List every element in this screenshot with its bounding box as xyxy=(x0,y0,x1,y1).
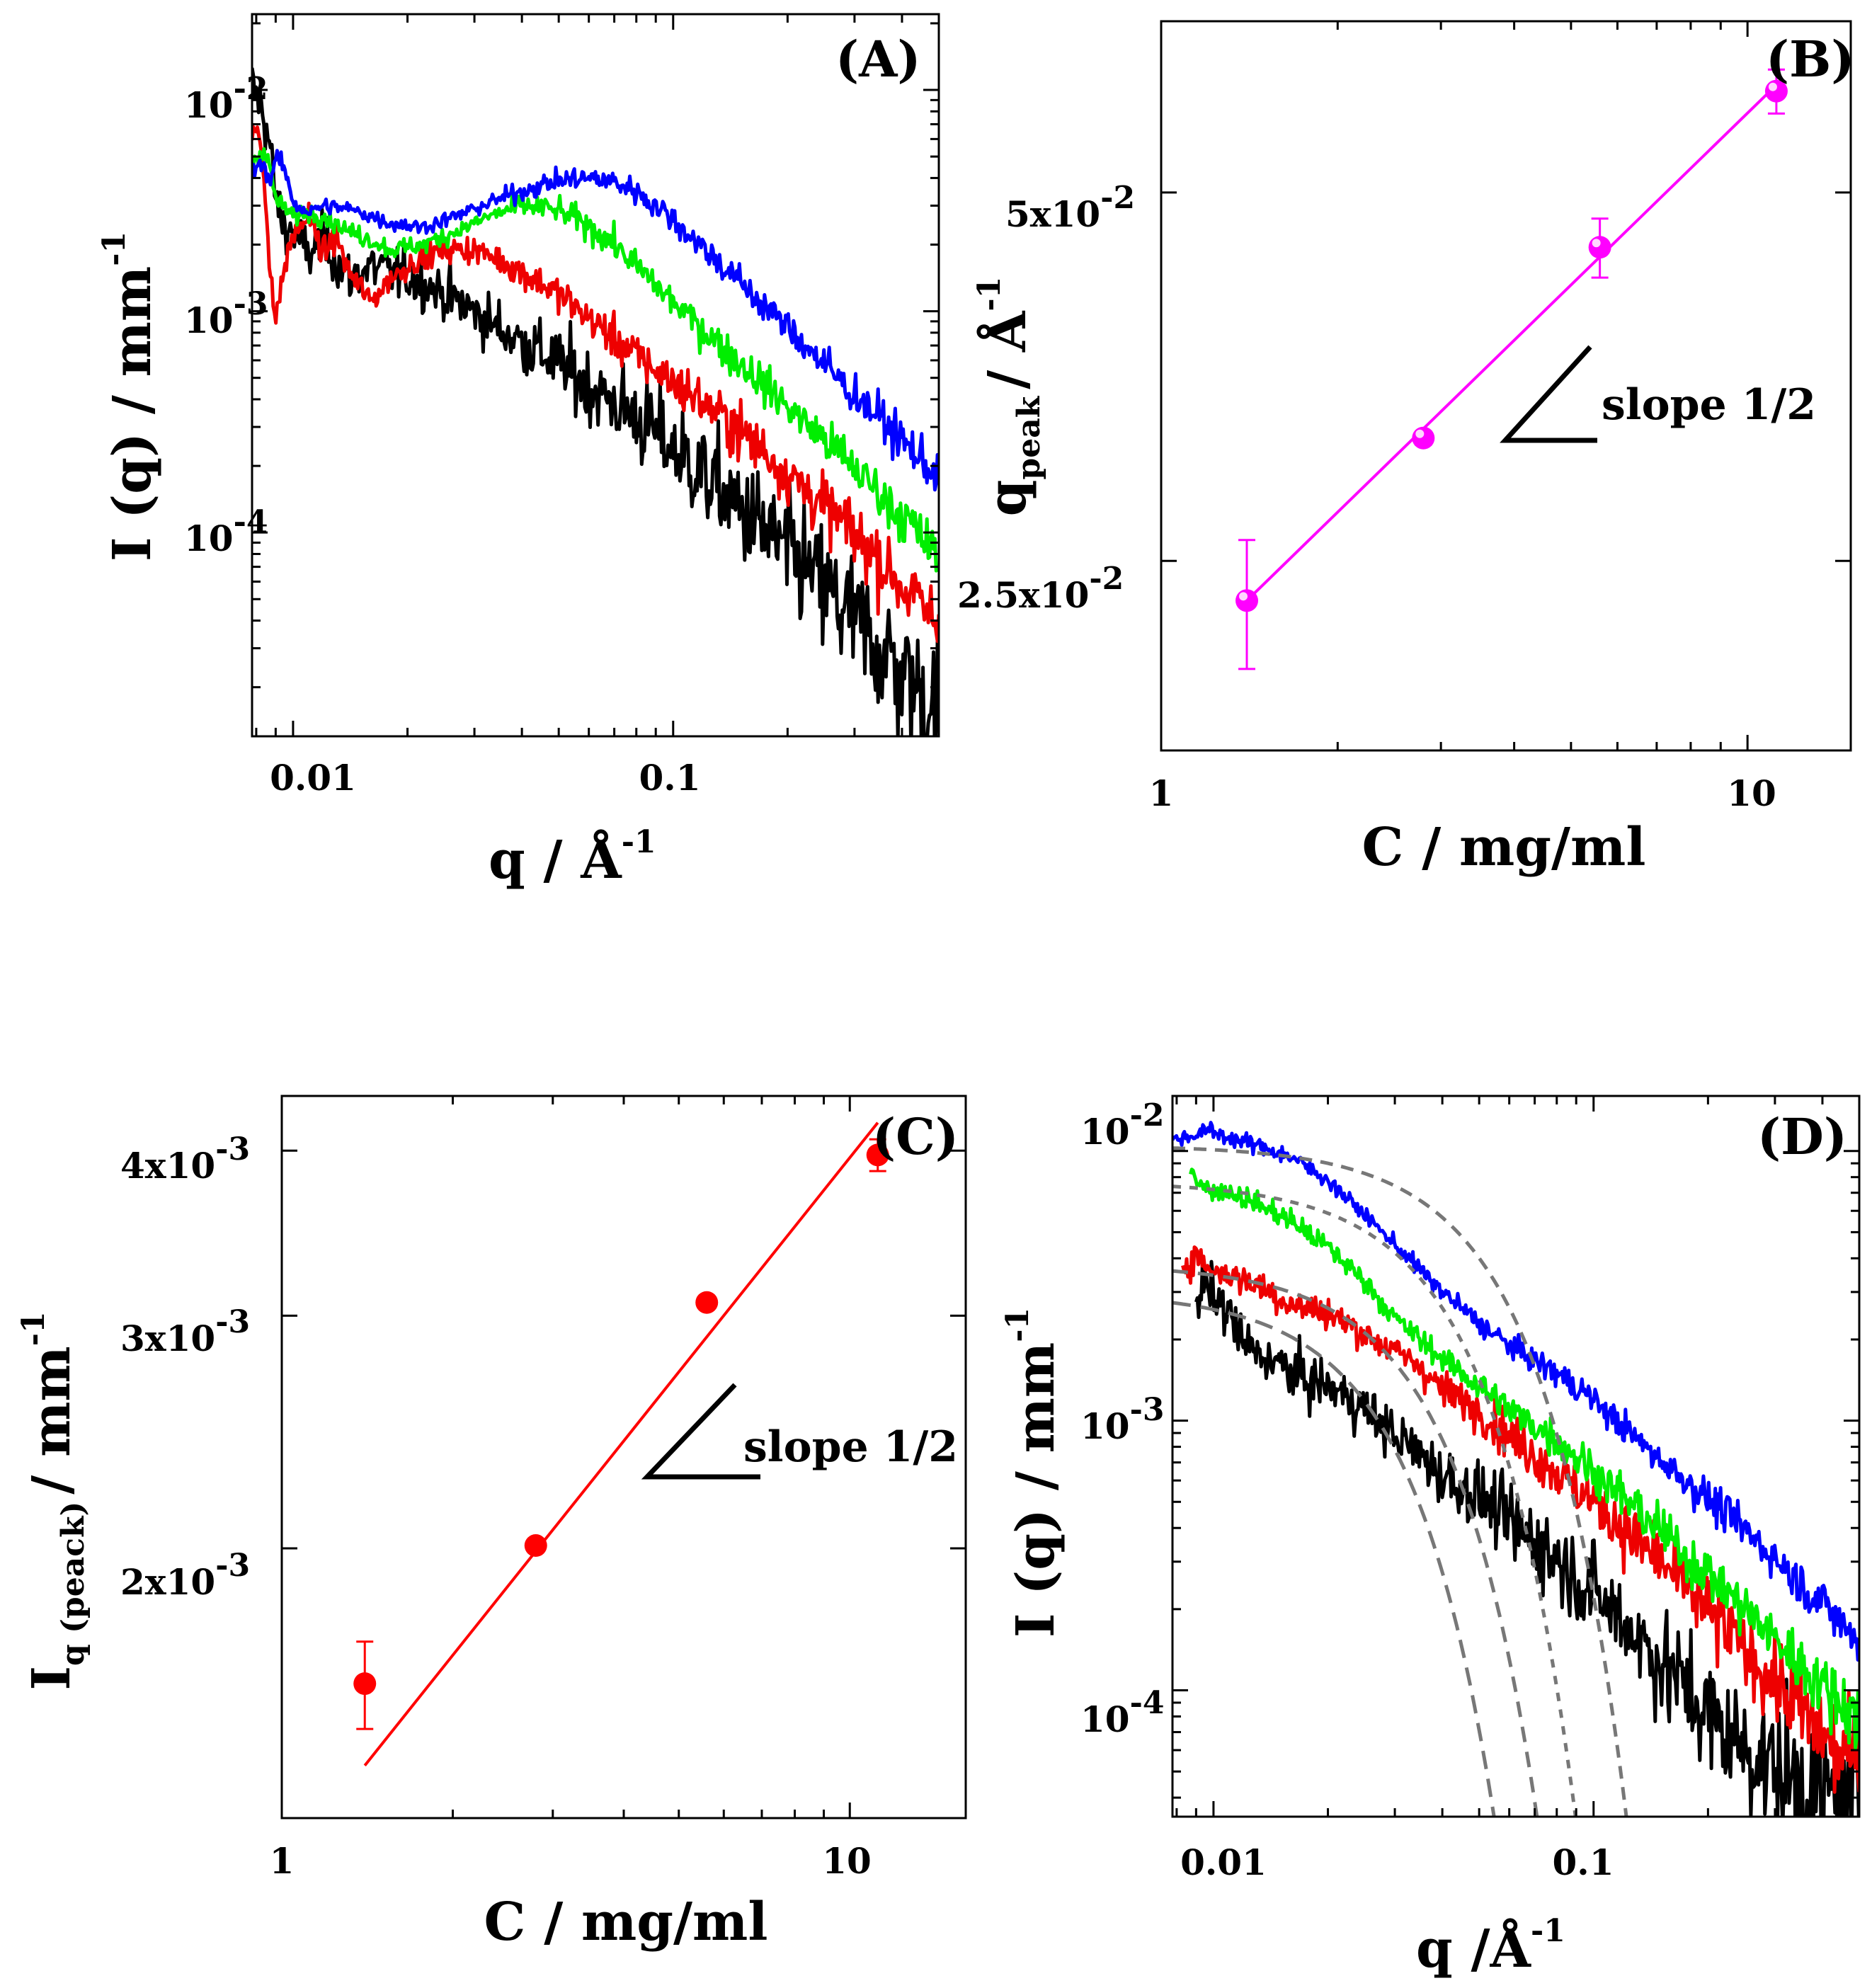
panel-a-xlabel: q / Å-1 xyxy=(489,824,656,891)
series-line-green xyxy=(252,147,939,573)
guinier-fit-line-3 xyxy=(1172,1301,1496,1817)
panel-c: (C) 1 10 4x10-3 3x10-3 2x10-3 C / mg/ml … xyxy=(16,1095,967,1953)
data-point-highlight xyxy=(1768,82,1777,91)
series-line-blue xyxy=(1172,1121,1859,1662)
panel-c-slope-marker xyxy=(641,1383,760,1480)
panel-b-xtick-label: 10 xyxy=(1727,772,1776,814)
data-point xyxy=(866,1143,889,1167)
data-point xyxy=(524,1534,547,1558)
series-line-red xyxy=(1181,1245,1859,1794)
panel-a-ylabel: I (q) / mm-1 xyxy=(96,232,163,561)
panel-a-ytick-label: 10-2 xyxy=(184,71,268,126)
panel-a-ytick-label: 10-4 xyxy=(184,504,268,559)
series-line-red xyxy=(252,125,939,644)
panel-b-ytick-label: 5x10-2 xyxy=(1005,180,1135,235)
fit-line xyxy=(1245,84,1778,602)
panel-b-ticks xyxy=(1160,21,1851,750)
panel-c-marks xyxy=(353,1121,889,1766)
panel-d-ytick-label: 10-3 xyxy=(1080,1392,1164,1447)
panel-c-ytick-label: 2x10-3 xyxy=(120,1548,250,1603)
panel-d-label: (D) xyxy=(1757,1107,1847,1166)
data-point xyxy=(1588,236,1611,259)
panel-c-ylabel: Iq (peack)/ mm-1 xyxy=(16,1311,91,1690)
panel-b-xlabel: C / mg/ml xyxy=(1362,817,1646,878)
panel-a-label: (A) xyxy=(835,30,921,88)
panel-d-xtick-label: 0.1 xyxy=(1553,1841,1614,1883)
panel-d-xtick-label: 0.01 xyxy=(1180,1841,1267,1883)
panel-b-xtick-label: 1 xyxy=(1149,772,1174,814)
series-line-blue xyxy=(252,149,939,492)
panel-a-xtick-label: 0.1 xyxy=(639,757,701,799)
panel-d-frame xyxy=(1171,1095,1861,1818)
data-point xyxy=(695,1291,719,1314)
panel-b-frame xyxy=(1160,20,1852,752)
series-line-green xyxy=(1189,1167,1859,1750)
panel-c-ticks xyxy=(280,1096,966,1818)
series-line-black xyxy=(252,67,939,736)
data-point-highlight xyxy=(1592,239,1601,248)
panel-a-ytick-label: 10-3 xyxy=(184,286,268,341)
fit-line xyxy=(363,1121,879,1766)
panel-c-xtick-label: 1 xyxy=(270,1840,295,1882)
panel-b: (B) 1 10 5x10-2 2.5x10-2 C / mg/ml qpeak… xyxy=(957,20,1854,878)
guinier-fit-line-1 xyxy=(1172,1184,1577,1817)
panel-d-ytick-label: 10-2 xyxy=(1080,1097,1164,1153)
panel-b-slope-marker xyxy=(1500,345,1597,443)
data-point xyxy=(1235,589,1259,612)
data-point-highlight xyxy=(1239,592,1248,601)
panel-a: (A) 0.01 0.1 10-2 10-3 10-4 q / Å-1 I (q… xyxy=(96,13,940,891)
panel-c-ytick-label: 3x10-3 xyxy=(120,1304,250,1359)
panel-d-ylabel: I (q) / mm-1 xyxy=(1000,1308,1066,1638)
panel-d-lines xyxy=(1172,1121,1859,1817)
data-point xyxy=(353,1672,377,1696)
panel-a-lines xyxy=(252,67,939,736)
panel-a-ticks xyxy=(252,14,940,736)
panel-c-xtick-label: 10 xyxy=(822,1840,872,1882)
panel-b-slope-annotation: slope 1/2 xyxy=(1602,380,1816,430)
panel-d-xlabel: q /Å-1 xyxy=(1416,1913,1565,1980)
panel-b-marks xyxy=(1235,68,1788,670)
panel-d-ticks xyxy=(1172,1096,1861,1817)
series-line-black xyxy=(1194,1259,1859,1817)
panel-c-slope-annotation: slope 1/2 xyxy=(743,1422,958,1472)
guinier-fit-line-0 xyxy=(1172,1146,1628,1817)
panel-b-ytick-label: 2.5x10-2 xyxy=(957,561,1124,616)
panel-c-ytick-label: 4x10-3 xyxy=(120,1131,250,1187)
panel-b-ylabel: qpeak/ Å-1 xyxy=(971,277,1047,517)
panel-a-xtick-label: 0.01 xyxy=(270,757,356,799)
panel-c-label: (C) xyxy=(872,1107,959,1166)
panel-c-xlabel: C / mg/ml xyxy=(484,1892,768,1953)
guinier-fit-line-2 xyxy=(1172,1269,1539,1817)
panel-b-label: (B) xyxy=(1766,30,1854,88)
data-point-highlight xyxy=(1415,429,1425,438)
panel-d-ytick-label: 10-4 xyxy=(1080,1685,1164,1740)
panel-d: (D) 0.01 0.1 10-2 10-3 10-4 q /Å-1 I (q)… xyxy=(1000,1095,1861,1980)
data-point xyxy=(1412,426,1435,450)
panel-a-frame xyxy=(251,13,940,738)
